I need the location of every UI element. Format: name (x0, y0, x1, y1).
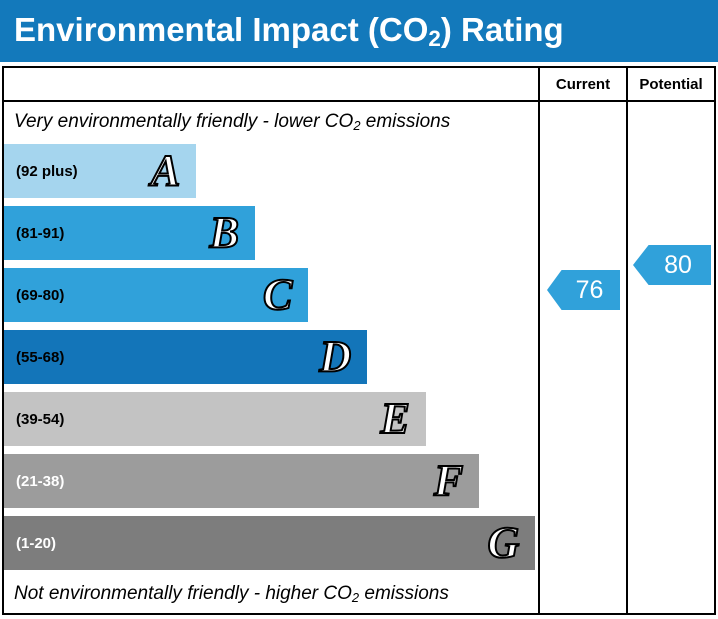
bands-chart: Very environmentally friendly - lower CO… (4, 102, 538, 613)
band-g-bar: (1-20) G (4, 516, 536, 570)
header-spacer (4, 68, 538, 100)
potential-arrow: 80 (633, 245, 711, 285)
table-header-row: Current Potential (4, 68, 714, 102)
band-row-e: (39-54) E (4, 388, 538, 450)
page-title: Environmental Impact (CO2) Rating (14, 10, 564, 51)
band-d-letter: D (318, 332, 352, 381)
potential-column: 80 (626, 102, 714, 613)
band-c-range: (69-80) (16, 286, 65, 304)
band-f-letter: F (433, 456, 464, 505)
caption-bottom: Not environmentally friendly - higher CO… (14, 582, 449, 605)
band-b-range: (81-91) (16, 224, 65, 242)
band-b-bar: (81-91) B (4, 206, 255, 260)
band-row-b: (81-91) B (4, 202, 538, 264)
band-row-g: (1-20) G (4, 512, 538, 574)
band-g-range: (1-20) (16, 534, 57, 552)
band-g-letter: G (487, 518, 521, 567)
band-d-range: (55-68) (16, 348, 65, 366)
title-bar: Environmental Impact (CO2) Rating (0, 0, 718, 62)
band-e-range: (39-54) (16, 410, 65, 428)
band-c-letter: C (262, 270, 293, 319)
caption-top: Very environmentally friendly - lower CO… (14, 111, 451, 133)
current-arrow: 76 (547, 270, 620, 310)
band-row-f: (21-38) F (4, 450, 538, 512)
band-row-d: (55-68) D (4, 326, 538, 388)
potential-value: 80 (664, 250, 692, 279)
band-d-bar: (55-68) D (4, 330, 368, 384)
potential-column-header: Potential (626, 68, 714, 100)
current-column-header: Current (538, 68, 626, 100)
band-e-bar: (39-54) E (4, 392, 426, 446)
band-b-letter: B (209, 208, 240, 257)
band-f-bar: (21-38) F (4, 454, 480, 508)
table-body: Very environmentally friendly - lower CO… (4, 102, 714, 613)
band-f-range: (21-38) (16, 472, 65, 490)
rating-table: Current Potential Very environmentally f… (2, 66, 716, 615)
current-column: 76 (538, 102, 626, 613)
band-c-bar: (69-80) C (4, 268, 309, 322)
current-value: 76 (575, 275, 604, 304)
band-row-c: (69-80) C (4, 264, 538, 326)
band-row-a: (92 plus) A (4, 140, 538, 202)
band-a-letter: A (150, 146, 181, 195)
bands: (92 plus) A (81-91) B (69-80) C (4, 140, 538, 574)
band-a-bar: (92 plus) A (4, 144, 197, 198)
band-a-range: (92 plus) (16, 162, 78, 180)
band-e-letter: E (379, 394, 410, 443)
